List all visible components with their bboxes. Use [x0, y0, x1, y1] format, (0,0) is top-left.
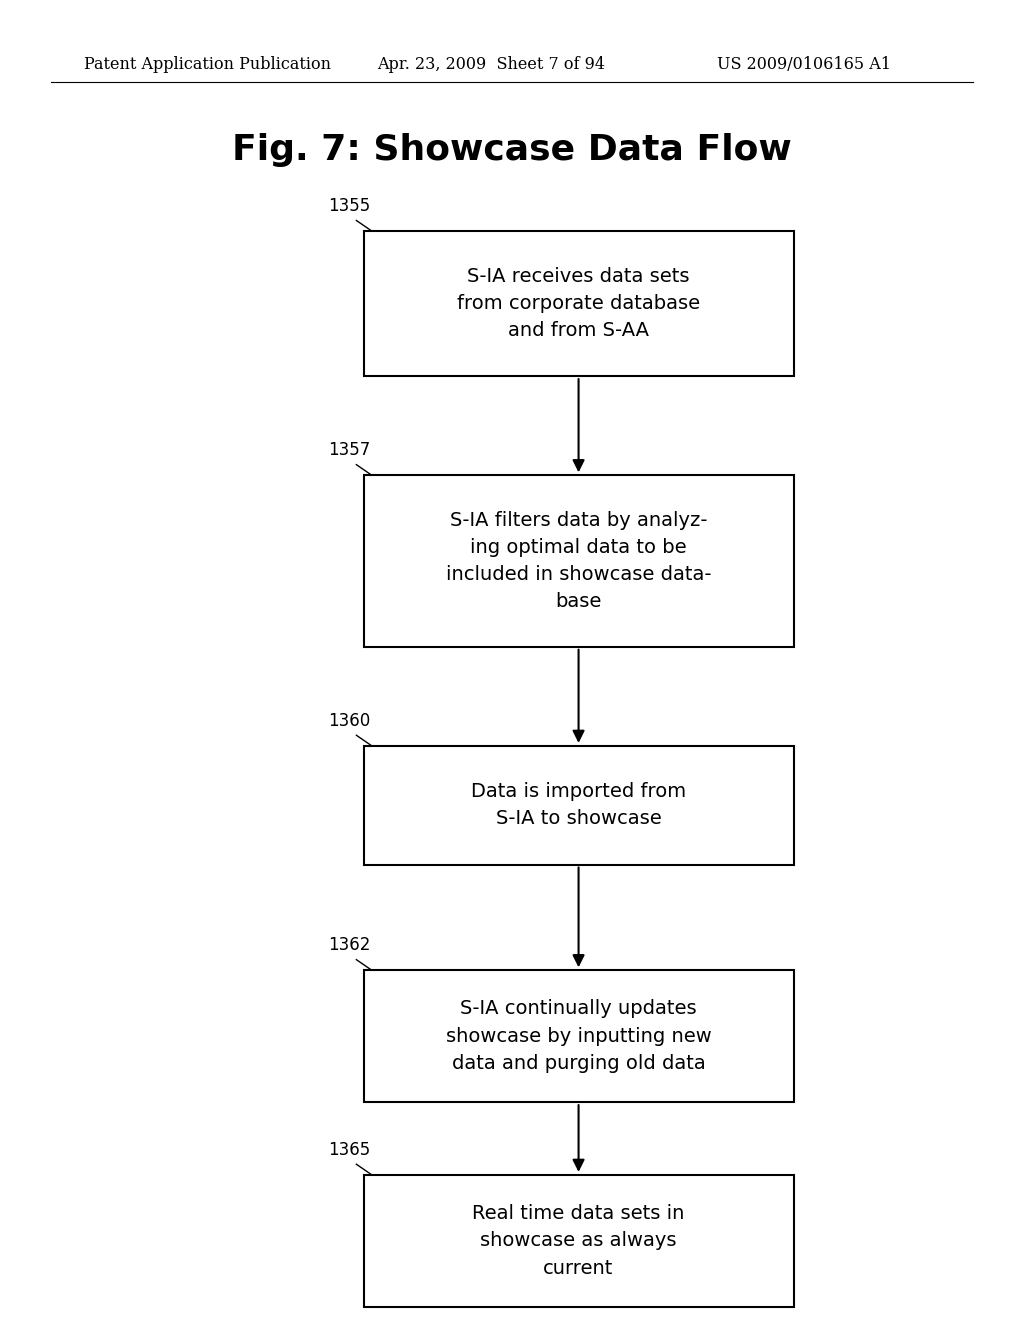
- Text: S-IA receives data sets
from corporate database
and from S-AA: S-IA receives data sets from corporate d…: [457, 267, 700, 341]
- Text: US 2009/0106165 A1: US 2009/0106165 A1: [717, 57, 891, 73]
- FancyBboxPatch shape: [364, 475, 794, 647]
- FancyBboxPatch shape: [364, 231, 794, 376]
- FancyBboxPatch shape: [364, 1175, 794, 1307]
- Text: Apr. 23, 2009  Sheet 7 of 94: Apr. 23, 2009 Sheet 7 of 94: [377, 57, 605, 73]
- Text: Data is imported from
S-IA to showcase: Data is imported from S-IA to showcase: [471, 781, 686, 829]
- Text: 1357: 1357: [328, 441, 370, 459]
- Text: Patent Application Publication: Patent Application Publication: [84, 57, 331, 73]
- FancyBboxPatch shape: [364, 746, 794, 865]
- Text: Fig. 7: Showcase Data Flow: Fig. 7: Showcase Data Flow: [232, 133, 792, 168]
- Text: Real time data sets in
showcase as always
current: Real time data sets in showcase as alway…: [472, 1204, 685, 1278]
- Text: 1365: 1365: [328, 1140, 370, 1159]
- Text: 1362: 1362: [328, 936, 370, 954]
- FancyBboxPatch shape: [364, 970, 794, 1102]
- Text: S-IA filters data by analyz-
ing optimal data to be
included in showcase data-
b: S-IA filters data by analyz- ing optimal…: [445, 511, 712, 611]
- Text: 1355: 1355: [328, 197, 370, 215]
- Text: S-IA continually updates
showcase by inputting new
data and purging old data: S-IA continually updates showcase by inp…: [445, 999, 712, 1073]
- Text: 1360: 1360: [328, 711, 370, 730]
